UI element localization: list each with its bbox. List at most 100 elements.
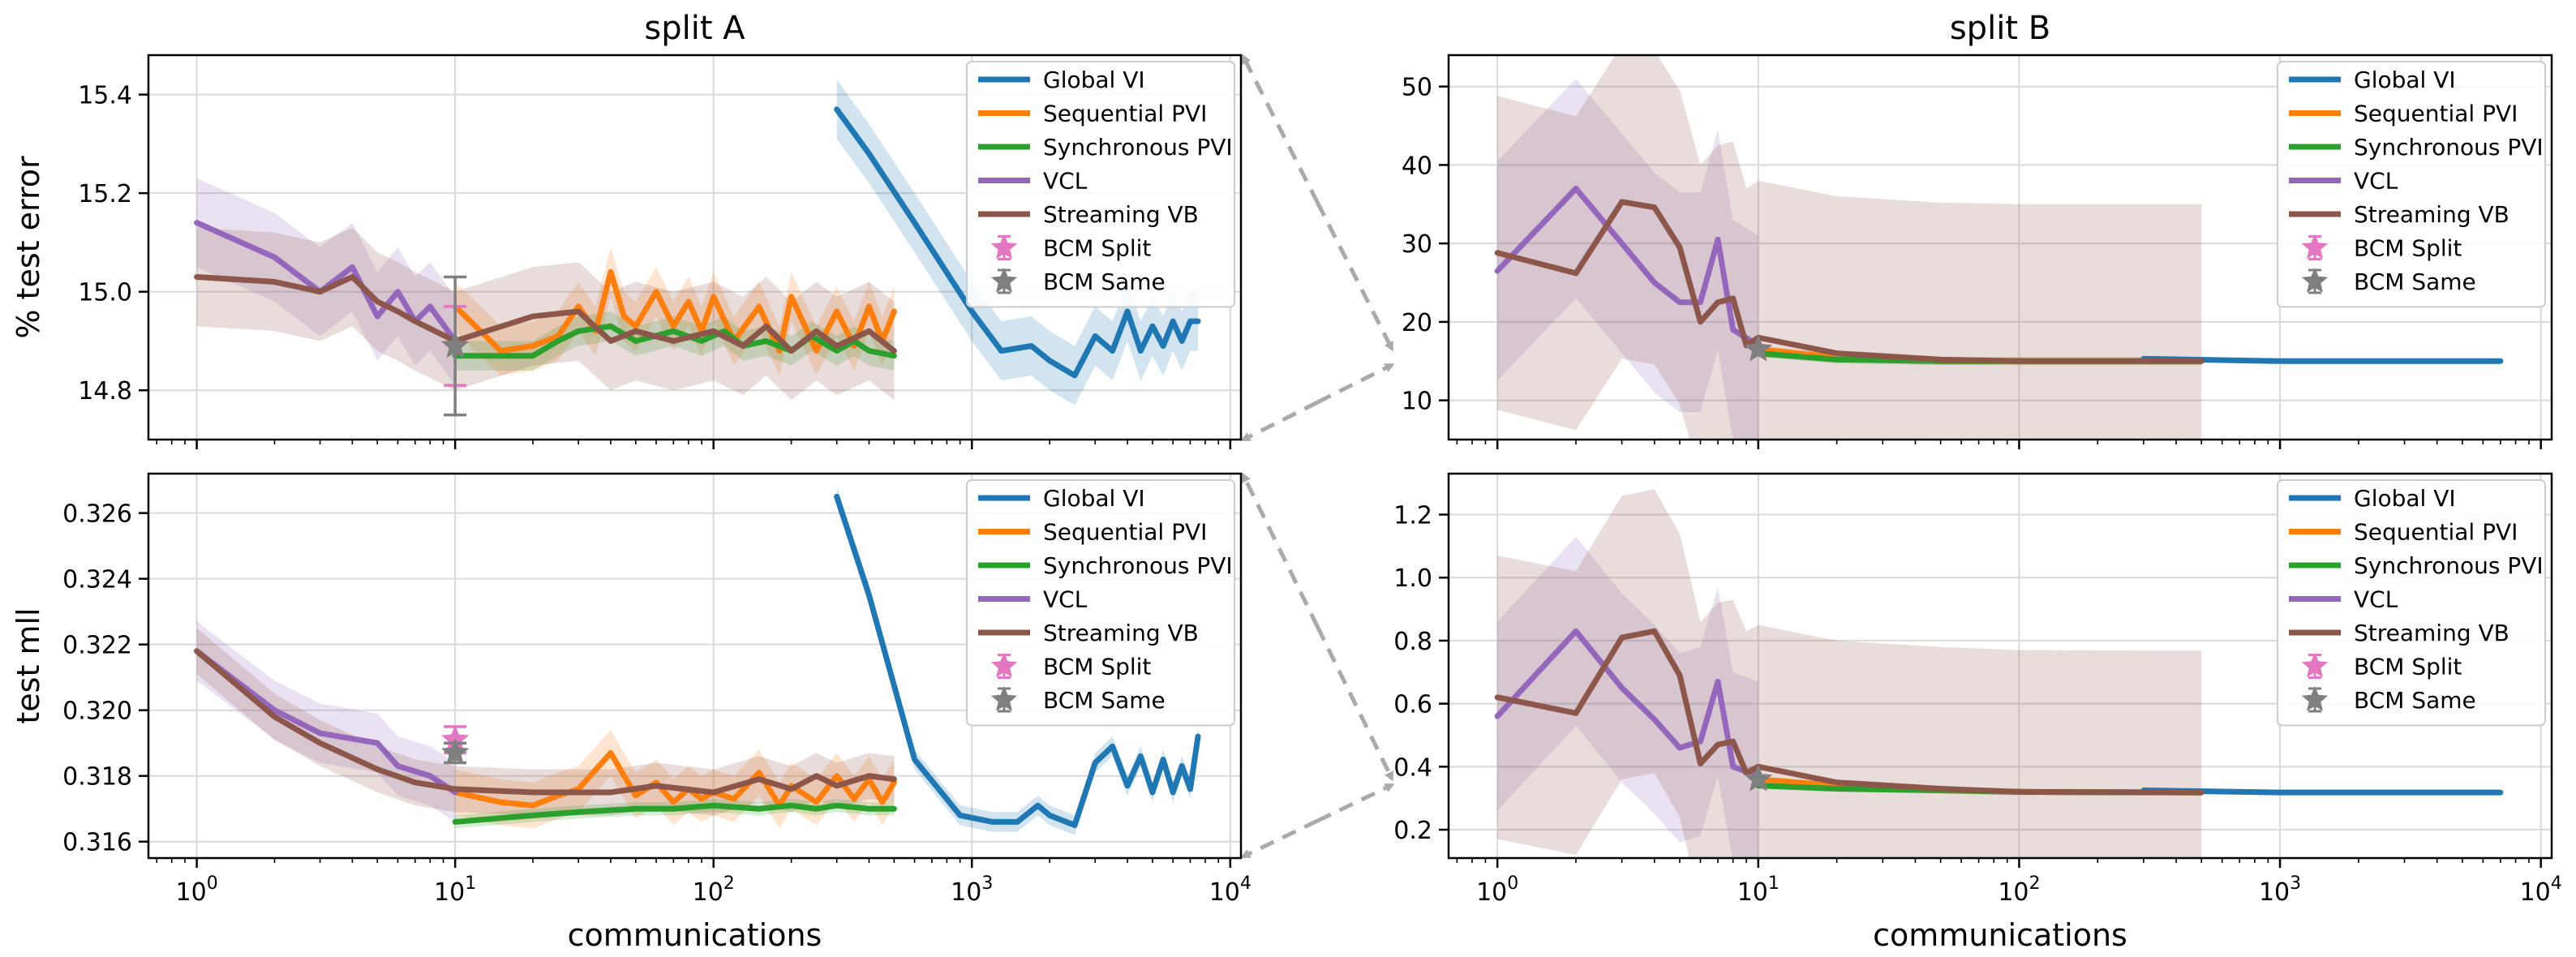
x-tick-label: 103 bbox=[2259, 873, 2301, 907]
panel-split-a-error: 14.8 15.0 15.2 15.4 split A % test error Globa… bbox=[11, 10, 1243, 449]
legend-item: Synchronous PVI bbox=[2289, 134, 2544, 161]
legend-item: Streaming VB bbox=[2289, 620, 2509, 646]
band-streaming-vb bbox=[1497, 489, 2202, 858]
legend-item: Sequential PVI bbox=[2289, 519, 2518, 546]
axes-frame bbox=[1447, 54, 2553, 441]
zoom-arrow bbox=[1241, 54, 1320, 204]
legend-label: Global VI bbox=[1043, 485, 1145, 512]
legend-label: Synchronous PVI bbox=[1043, 552, 1233, 579]
legend-item: BCM Same bbox=[2301, 268, 2476, 295]
legend-label: Synchronous PVI bbox=[1043, 134, 1233, 161]
legend-label: Streaming VB bbox=[2354, 620, 2509, 646]
series-global-vi bbox=[834, 106, 1201, 379]
zoom-arrow bbox=[1316, 201, 1394, 352]
legend-label: BCM Same bbox=[1043, 687, 1166, 714]
legend-label: Synchronous PVI bbox=[2354, 552, 2544, 579]
marker-bcm-same bbox=[1744, 334, 1772, 362]
y-tick-label: 40 bbox=[1402, 152, 1432, 180]
legend-star-icon bbox=[990, 652, 1018, 678]
legend-label: BCM Same bbox=[2354, 268, 2476, 295]
legend: Global VI Sequential PVI Synchronous PVI VC… bbox=[2277, 479, 2546, 727]
star-marker bbox=[1744, 764, 1772, 792]
x-axis-label: communications bbox=[568, 917, 822, 953]
y-tick-label: 0.320 bbox=[62, 697, 132, 726]
y-tick-label: 20 bbox=[1402, 309, 1432, 337]
y-tick-label: 15.0 bbox=[78, 279, 132, 307]
y-tick-label: 10 bbox=[1402, 388, 1432, 416]
legend-star-icon bbox=[2301, 234, 2329, 260]
series-vcl bbox=[1494, 628, 1762, 779]
series-global-vi bbox=[834, 493, 1201, 828]
legend-item: Sequential PVI bbox=[978, 101, 1207, 127]
legend-label: VCL bbox=[1043, 586, 1088, 613]
legend-label: Sequential PVI bbox=[2354, 101, 2518, 127]
series-streaming-vb bbox=[1494, 628, 2205, 796]
y-tick-label: 0.326 bbox=[62, 500, 132, 529]
panel-title: split A bbox=[644, 10, 745, 47]
star-marker bbox=[441, 331, 470, 358]
zoom-connector-arrows bbox=[1240, 54, 1395, 859]
y-tick-label: 0.324 bbox=[62, 566, 132, 594]
plot-area bbox=[1494, 55, 2504, 440]
legend: Global VI Sequential PVI Synchronous PVI VC… bbox=[966, 61, 1235, 308]
zoom-arrow bbox=[1240, 400, 1319, 442]
series-streaming-vb bbox=[194, 648, 897, 796]
legend: Global VI Sequential PVI Synchronous PVI VC… bbox=[966, 479, 1235, 727]
y-tick-label: 30 bbox=[1402, 230, 1432, 259]
x-tick-label: 103 bbox=[951, 873, 993, 907]
legend-label: VCL bbox=[2354, 168, 2398, 195]
legend-label: Synchronous PVI bbox=[2354, 134, 2544, 161]
legend-label: Streaming VB bbox=[2354, 201, 2509, 228]
band-vcl bbox=[1497, 79, 1758, 440]
legend-star-icon bbox=[990, 686, 1018, 711]
marker-bcm-same bbox=[1744, 764, 1772, 792]
legend-star-icon bbox=[2301, 268, 2329, 293]
legend-star-icon bbox=[990, 268, 1018, 293]
legend-star-icon bbox=[2301, 652, 2329, 678]
y-tick-label: 0.4 bbox=[1393, 753, 1432, 782]
series-global-vi bbox=[2140, 787, 2504, 796]
legend-label: VCL bbox=[1043, 168, 1088, 195]
axes-frame bbox=[147, 54, 1243, 441]
x-tick-label: 100 bbox=[1476, 873, 1518, 907]
legend-item: BCM Split bbox=[2301, 234, 2462, 262]
x-tick-label: 101 bbox=[1737, 873, 1780, 907]
band-streaming-vb bbox=[1497, 55, 2202, 440]
legend-item: Streaming VB bbox=[2289, 201, 2509, 228]
series-streaming-vb bbox=[194, 273, 897, 354]
legend-item: BCM Same bbox=[990, 686, 1166, 714]
series-vcl bbox=[194, 648, 458, 796]
y-tick-label: 0.2 bbox=[1393, 817, 1432, 845]
plot-area bbox=[194, 79, 1201, 406]
series-synchronous-pvi bbox=[452, 802, 897, 825]
series-synchronous-pvi bbox=[452, 323, 897, 359]
axes-frame bbox=[1447, 472, 2553, 860]
y-tick-label: 1.0 bbox=[1393, 564, 1432, 593]
y-tick-label: 1.2 bbox=[1393, 502, 1432, 530]
legend-label: BCM Same bbox=[1043, 268, 1166, 295]
legend-item: VCL bbox=[2289, 168, 2398, 195]
legend-item: VCL bbox=[978, 168, 1088, 195]
x-axis-label: communications bbox=[1873, 917, 2127, 953]
band-global-vi bbox=[836, 79, 1199, 406]
legend-label: Sequential PVI bbox=[1043, 519, 1207, 546]
x-tick-label: 101 bbox=[434, 873, 476, 907]
legend-item: BCM Split bbox=[2301, 652, 2462, 680]
y-tick-label: 50 bbox=[1402, 74, 1432, 102]
zoom-arrow bbox=[1316, 625, 1394, 782]
legend-item: BCM Same bbox=[2301, 686, 2476, 714]
legend-item: Streaming VB bbox=[978, 201, 1199, 228]
series-sequential-pvi bbox=[452, 268, 897, 354]
zoom-arrow bbox=[1316, 363, 1395, 405]
x-tick-label: 102 bbox=[1998, 873, 2040, 907]
axes-frame bbox=[147, 472, 1243, 860]
x-tick-label: 104 bbox=[1209, 873, 1252, 907]
band-vcl bbox=[196, 178, 456, 386]
legend-item: Global VI bbox=[2289, 485, 2456, 512]
plot-area bbox=[1494, 489, 2504, 858]
y-tick-label: 0.322 bbox=[62, 632, 132, 660]
legend-item: BCM Split bbox=[990, 234, 1151, 262]
series-vcl bbox=[194, 220, 458, 344]
legend-item: BCM Same bbox=[990, 268, 1166, 295]
